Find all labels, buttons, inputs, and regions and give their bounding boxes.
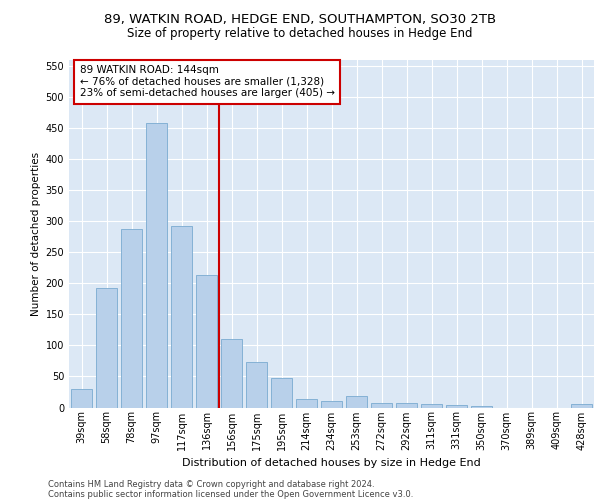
Bar — [396, 402, 417, 407]
Bar — [196, 276, 217, 407]
Text: Size of property relative to detached houses in Hedge End: Size of property relative to detached ho… — [127, 28, 473, 40]
Bar — [271, 378, 292, 408]
Bar — [321, 402, 342, 407]
Text: Contains HM Land Registry data © Crown copyright and database right 2024.: Contains HM Land Registry data © Crown c… — [48, 480, 374, 489]
Bar — [71, 389, 92, 407]
Text: 89 WATKIN ROAD: 144sqm
← 76% of detached houses are smaller (1,328)
23% of semi-: 89 WATKIN ROAD: 144sqm ← 76% of detached… — [79, 65, 335, 98]
Bar — [171, 226, 192, 408]
Bar — [421, 404, 442, 407]
Bar — [96, 288, 117, 408]
Text: 89, WATKIN ROAD, HEDGE END, SOUTHAMPTON, SO30 2TB: 89, WATKIN ROAD, HEDGE END, SOUTHAMPTON,… — [104, 12, 496, 26]
Bar — [471, 406, 492, 408]
Y-axis label: Number of detached properties: Number of detached properties — [31, 152, 41, 316]
Bar — [121, 229, 142, 408]
Bar — [371, 402, 392, 407]
Bar — [146, 124, 167, 408]
Bar — [246, 362, 267, 408]
X-axis label: Distribution of detached houses by size in Hedge End: Distribution of detached houses by size … — [182, 458, 481, 468]
Bar — [346, 396, 367, 407]
Text: Contains public sector information licensed under the Open Government Licence v3: Contains public sector information licen… — [48, 490, 413, 499]
Bar — [221, 339, 242, 407]
Bar — [296, 400, 317, 407]
Bar — [446, 405, 467, 407]
Bar — [571, 404, 592, 407]
